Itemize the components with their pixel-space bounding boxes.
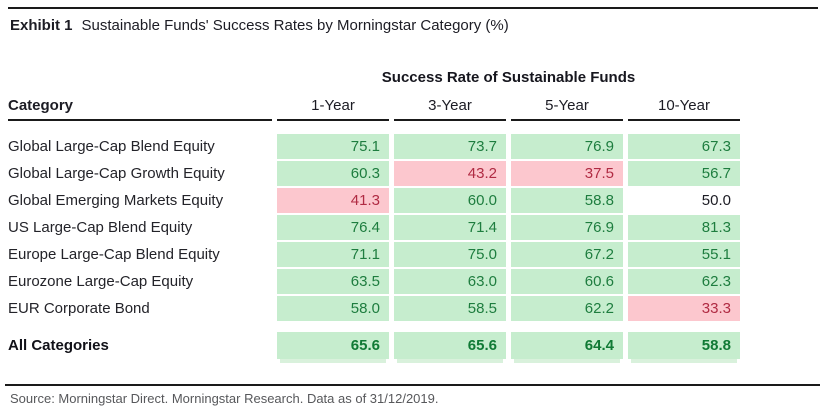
value-cell: 50.0 [628, 188, 740, 213]
value-cell: 60.0 [394, 188, 506, 213]
category-cell: Global Large-Cap Blend Equity [8, 138, 215, 155]
table-row: EUR Corporate Bond 58.0 58.5 62.2 33.3 [8, 296, 740, 321]
value-cell: 62.2 [511, 296, 623, 321]
column-header-category: Category [8, 91, 272, 121]
table-row: US Large-Cap Blend Equity 76.4 71.4 76.9… [8, 215, 740, 240]
exhibit-label: Exhibit 1 [10, 17, 73, 34]
category-cell: Eurozone Large-Cap Equity [8, 273, 194, 290]
value-cell: 67.2 [511, 242, 623, 267]
total-value-cell: 65.6 [277, 332, 389, 359]
group-header-spacer [8, 65, 272, 89]
value-cell: 56.7 [628, 161, 740, 186]
category-cell: US Large-Cap Blend Equity [8, 219, 193, 236]
success-rate-table: Success Rate of Sustainable Funds Catego… [3, 63, 745, 361]
total-gap-row [8, 323, 740, 330]
value-cell: 58.5 [394, 296, 506, 321]
column-header-10-year: 10-Year [628, 91, 740, 121]
value-cell: 58.0 [277, 296, 389, 321]
top-rule [8, 7, 818, 9]
table-row: Eurozone Large-Cap Equity 63.5 63.0 60.6… [8, 269, 740, 294]
value-cell: 37.5 [511, 161, 623, 186]
column-header-row: Category 1-Year 3-Year 5-Year 10-Year [8, 91, 740, 121]
value-cell: 75.1 [277, 134, 389, 159]
total-label: All Categories [8, 337, 109, 354]
value-cell: 63.0 [394, 269, 506, 294]
value-cell: 76.9 [511, 215, 623, 240]
exhibit-title: Sustainable Funds' Success Rates by Morn… [81, 17, 509, 34]
value-cell: 71.1 [277, 242, 389, 267]
category-cell: Europe Large-Cap Blend Equity [8, 246, 220, 263]
value-cell: 73.7 [394, 134, 506, 159]
bottom-rule [5, 384, 820, 386]
group-header-row: Success Rate of Sustainable Funds [8, 65, 740, 89]
column-header-1-year: 1-Year [277, 91, 389, 121]
value-cell: 33.3 [628, 296, 740, 321]
value-cell: 71.4 [394, 215, 506, 240]
source-note: Source: Morningstar Direct. Morningstar … [10, 391, 439, 406]
value-cell: 81.3 [628, 215, 740, 240]
value-cell: 41.3 [277, 188, 389, 213]
column-header-3-year: 3-Year [394, 91, 506, 121]
category-cell: EUR Corporate Bond [8, 300, 150, 317]
value-cell: 75.0 [394, 242, 506, 267]
value-cell: 76.4 [277, 215, 389, 240]
column-header-5-year: 5-Year [511, 91, 623, 121]
table-row: Global Large-Cap Growth Equity 60.3 43.2… [8, 161, 740, 186]
value-cell: 60.6 [511, 269, 623, 294]
value-cell: 67.3 [628, 134, 740, 159]
exhibit-title-line: Exhibit 1 Sustainable Funds' Success Rate… [10, 17, 509, 34]
table-row: Global Large-Cap Blend Equity 75.1 73.7 … [8, 134, 740, 159]
group-header: Success Rate of Sustainable Funds [381, 68, 636, 86]
value-cell: 58.8 [511, 188, 623, 213]
value-cell: 63.5 [277, 269, 389, 294]
category-cell: Global Large-Cap Growth Equity [8, 165, 225, 182]
table-row: Europe Large-Cap Blend Equity 71.1 75.0 … [8, 242, 740, 267]
total-row: All Categories 65.6 65.6 64.4 58.8 [8, 332, 740, 359]
value-cell: 43.2 [394, 161, 506, 186]
header-gap-row [8, 123, 740, 132]
total-value-cell: 58.8 [628, 332, 740, 359]
total-value-cell: 65.6 [394, 332, 506, 359]
total-value-cell: 64.4 [511, 332, 623, 359]
category-cell: Global Emerging Markets Equity [8, 192, 224, 209]
table-row: Global Emerging Markets Equity 41.3 60.0… [8, 188, 740, 213]
value-cell: 76.9 [511, 134, 623, 159]
value-cell: 60.3 [277, 161, 389, 186]
value-cell: 55.1 [628, 242, 740, 267]
value-cell: 62.3 [628, 269, 740, 294]
